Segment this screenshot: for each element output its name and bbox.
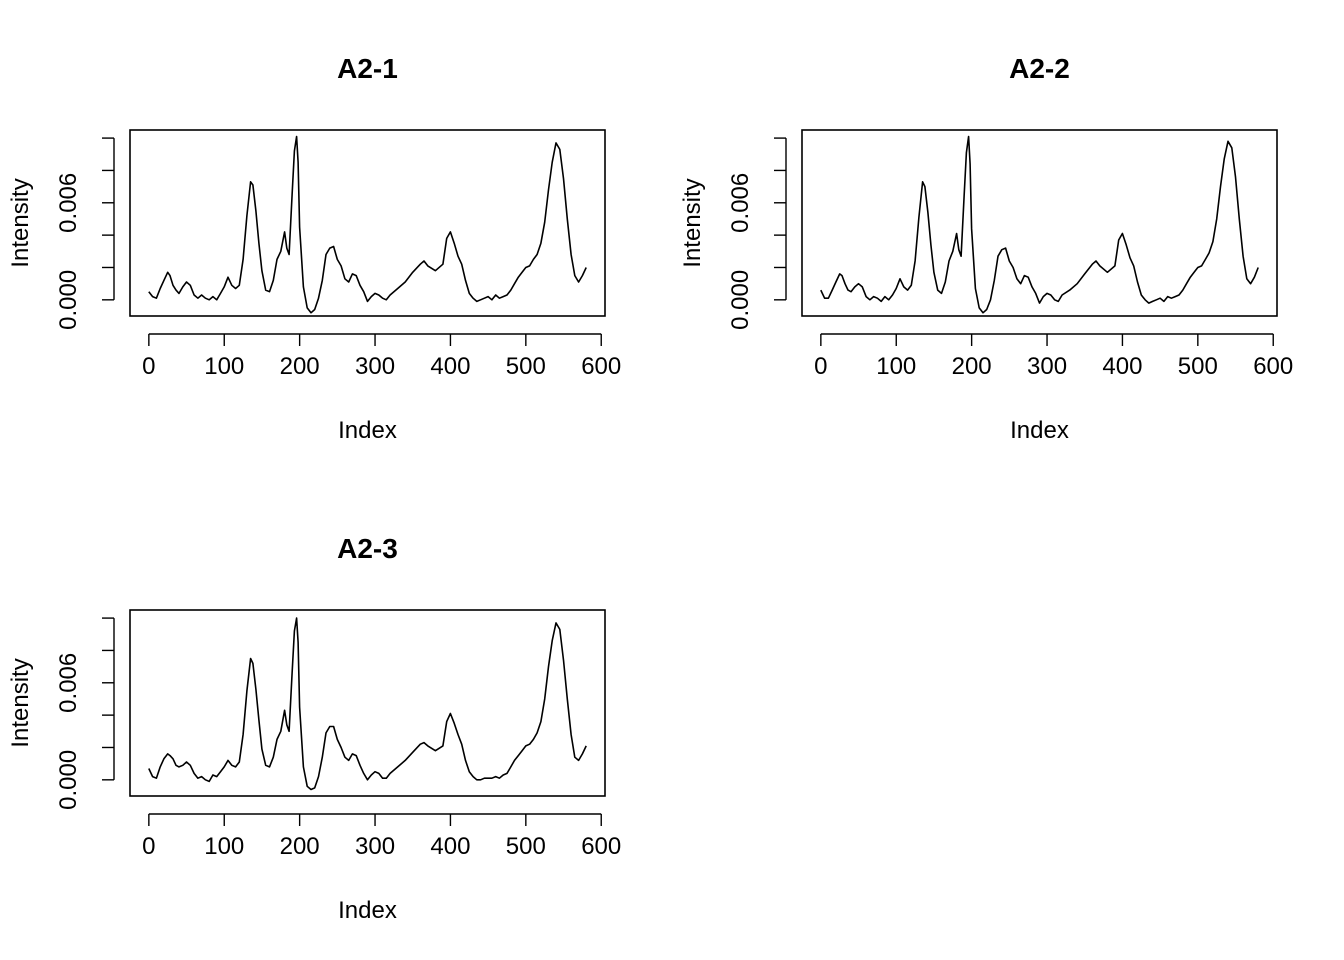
x-tick-label: 600 <box>581 833 621 860</box>
x-tick-label: 400 <box>430 833 470 860</box>
y-axis: 0.000 0.006 <box>727 137 787 330</box>
chart-panel-2: A2-2 0 100 200 300 400 500 600 Index 0.000 0.006 In… <box>679 53 1293 444</box>
chart-panel-1: A2-1 0 100 200 300 400 500 600 Index 0.000 0.006 In… <box>7 53 621 444</box>
x-tick-label: 600 <box>1253 353 1293 380</box>
series-line <box>148 135 587 314</box>
x-tick-label: 300 <box>355 353 395 380</box>
y-axis-label: Intensity <box>7 658 34 747</box>
chart-title: A2-2 <box>1009 53 1070 84</box>
x-tick-label: 100 <box>204 353 244 380</box>
y-tick-label: 0.000 <box>55 750 82 810</box>
x-tick-label: 300 <box>355 833 395 860</box>
series-line <box>820 135 1259 314</box>
x-axis: 0 100 200 300 400 500 600 <box>142 813 621 860</box>
x-axis: 0 100 200 300 400 500 600 <box>142 333 621 380</box>
y-axis-label: Intensity <box>679 178 706 267</box>
x-tick-label: 0 <box>142 833 155 860</box>
x-axis: 0 100 200 300 400 500 600 <box>814 333 1293 380</box>
x-tick-label: 500 <box>506 353 546 380</box>
x-tick-label: 0 <box>142 353 155 380</box>
y-axis: 0.000 0.006 <box>55 137 115 330</box>
chart-title: A2-1 <box>337 53 398 84</box>
x-tick-label: 200 <box>952 353 992 380</box>
x-tick-label: 400 <box>430 353 470 380</box>
x-axis-label: Index <box>1010 417 1069 444</box>
x-tick-label: 300 <box>1027 353 1067 380</box>
y-tick-label: 0.006 <box>727 173 754 233</box>
x-tick-label: 100 <box>204 833 244 860</box>
y-tick-label: 0.000 <box>727 270 754 330</box>
y-tick-label: 0.006 <box>55 653 82 713</box>
x-tick-label: 500 <box>1178 353 1218 380</box>
plot-frame <box>129 609 606 797</box>
x-tick-label: 500 <box>506 833 546 860</box>
y-axis-label: Intensity <box>7 178 34 267</box>
x-tick-label: 200 <box>280 353 320 380</box>
x-tick-label: 400 <box>1102 353 1142 380</box>
x-tick-label: 100 <box>876 353 916 380</box>
x-axis-label: Index <box>338 897 397 924</box>
chart-panel-3: A2-3 0 100 200 300 400 500 600 Index 0.000 0.006 In… <box>7 533 621 924</box>
x-tick-label: 200 <box>280 833 320 860</box>
x-axis-label: Index <box>338 417 397 444</box>
plot-frame <box>801 129 1278 317</box>
chart-title: A2-3 <box>337 533 398 564</box>
y-tick-label: 0.006 <box>55 173 82 233</box>
plot-frame <box>129 129 606 317</box>
series-line <box>148 617 587 791</box>
y-tick-label: 0.000 <box>55 270 82 330</box>
x-tick-label: 0 <box>814 353 827 380</box>
x-tick-label: 600 <box>581 353 621 380</box>
y-axis: 0.000 0.006 <box>55 617 115 810</box>
